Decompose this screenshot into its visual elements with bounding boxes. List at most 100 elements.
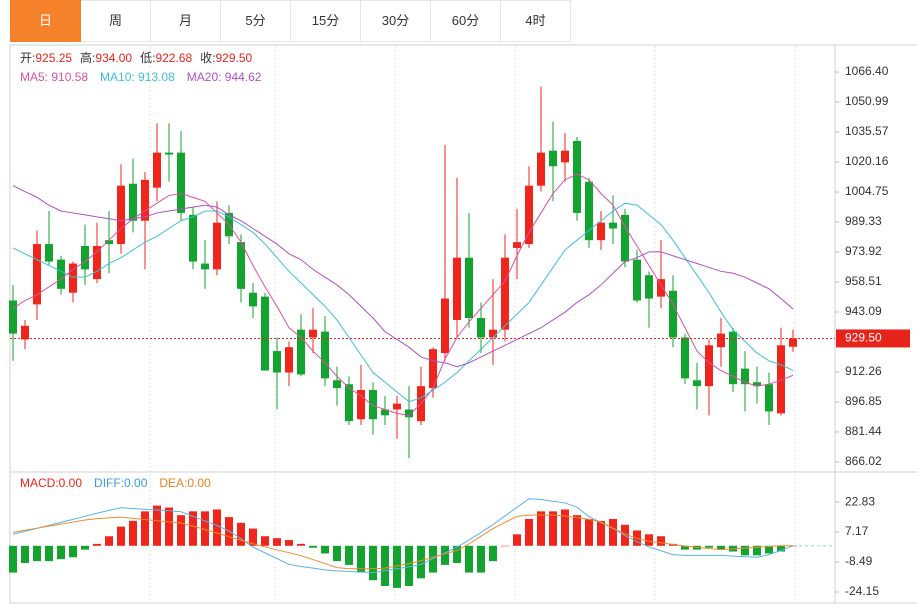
candle-body [669,290,677,338]
y-tick-label: 1066.40 [845,64,889,78]
candle-body [33,244,41,305]
ohlc-label: 高: [80,50,95,65]
macd-bar [189,511,197,546]
candle-body [513,242,521,248]
candle-body [81,246,89,270]
tab[interactable]: 周 [81,0,151,42]
candle-body [261,296,269,371]
candle-body [453,257,461,320]
ohlc-value: 925.25 [35,51,72,65]
candle-body [381,409,389,416]
macd-bar [405,545,413,586]
macd-bar [237,522,245,546]
macd-bar [129,520,137,546]
candle-body [741,368,749,385]
macd-bar [765,545,773,554]
y-tick-label: 1035.57 [845,124,889,138]
tab[interactable]: 30分 [361,0,431,42]
candle-body [345,384,353,422]
macd-bar [177,515,185,546]
macd-value: 0.00 [59,476,83,490]
y-tick-label: 1004.75 [845,184,889,198]
tab[interactable]: 5分 [221,0,291,42]
tab[interactable]: 4时 [501,0,571,42]
candle-body [21,325,29,340]
candle-body [465,257,473,319]
vertical-grid [149,46,796,602]
y-tick-label: 912.26 [845,364,882,378]
candle-body [273,351,281,373]
macd-bar [381,545,389,586]
candle-body [789,338,797,347]
candle-body [525,185,533,245]
macd-bar [597,520,605,546]
macd-bar [165,507,173,546]
candle-body [153,152,161,188]
tab[interactable]: 日 [10,0,81,42]
macd-bar [261,536,269,546]
tab[interactable]: 月 [151,0,221,42]
tab[interactable]: 60分 [431,0,501,42]
tab[interactable]: 15分 [291,0,361,42]
candle-body [441,298,449,354]
candle-body [57,259,65,289]
candle-body [393,403,401,410]
macd-bar [57,545,65,560]
ohlc-label: 收: [200,51,215,65]
candle-body [645,275,653,299]
candle-body [705,345,713,387]
macd-bar [33,545,41,562]
macd-bar [345,545,353,565]
y-tick-label: 866.02 [845,454,882,468]
macd-bar [441,545,449,565]
macd-bar [681,545,689,550]
macd-bar [45,545,53,562]
candle-body [249,292,257,307]
macd-bar [453,545,461,564]
candle-body [69,263,77,293]
macd-bar [645,534,653,546]
candle-body [597,222,605,241]
ma-line [12,202,794,403]
y-tick-label: -24.15 [845,584,879,598]
macd-bar [573,515,581,546]
macd-bar [141,511,149,546]
macd-bar [21,545,29,564]
macd-label: DEA: [159,476,187,490]
y-tick-label: 973.92 [845,244,882,258]
candle-body [681,337,689,379]
candle-body [297,329,305,375]
candle-body [201,263,209,270]
y-tick-label: 22.83 [845,494,875,508]
candle-body [753,382,761,387]
tab-bar: 日周月 5分 15分 30分 60分 4时 [10,0,571,42]
last-price-tag [836,329,910,348]
macd-label: MACD: [20,476,59,490]
candle-body [369,390,377,420]
macd-bar [657,536,665,546]
candle-body [693,380,701,387]
macd-bar [105,536,113,546]
legend-entry: MA20: 944.62 [187,70,262,84]
ohlc-label: 低: [140,51,155,65]
macd-bar [153,505,161,546]
macd-bar [69,545,77,558]
macd-bar [81,545,89,550]
macd-bar [477,545,485,573]
macd-bar [501,545,509,547]
candle-body [777,345,785,414]
macd-bar [465,545,473,573]
macd-bar [537,511,545,546]
macd-bar [717,545,725,550]
macd-bar [429,545,437,573]
macd-bar [561,509,569,546]
candle-body [405,409,413,418]
macd-bar [93,543,101,546]
macd-info: MACD:0.00 DIFF:0.00 DEA:0.00 [20,476,211,490]
macd-bar [297,543,305,546]
candle-body [117,185,125,245]
macd-bar [285,540,293,546]
candle-body [561,150,569,163]
